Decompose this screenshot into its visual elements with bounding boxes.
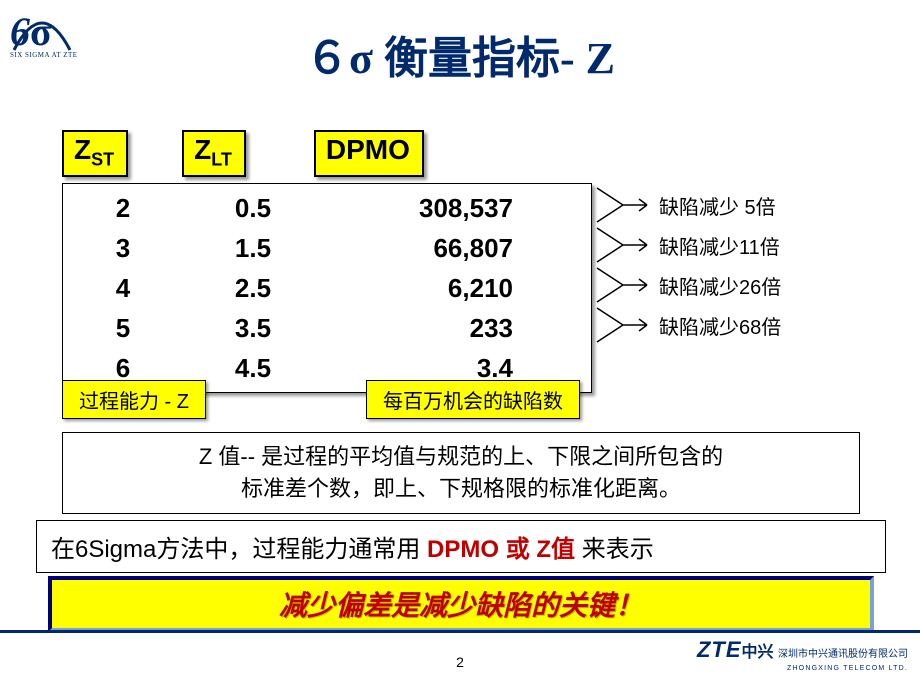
caption-left: 过程能力 - Z [62, 380, 206, 419]
cell-zst: 3 [63, 228, 183, 268]
table-row: 3 1.5 66,807 [63, 228, 591, 268]
zte-en: ZHONGXING TELECOM LTD. [697, 662, 908, 676]
header-zst-sub: ST [91, 150, 114, 170]
annotation-row: 缺陷减少68倍 [595, 305, 781, 345]
cell-zst: 5 [63, 308, 183, 348]
annotation-label: 缺陷减少26倍 [655, 271, 781, 300]
header-zlt: ZLT [182, 130, 246, 177]
key-point-text: 减少偏差是减少缺陷的关键！ [279, 591, 643, 622]
sigma-table: ZST ZLT DPMO 2 0.5 308,537 3 1.5 66,807 … [62, 130, 592, 393]
bracket-arrow-icon [595, 225, 655, 265]
bracket-arrow-icon [595, 185, 655, 225]
annotation-row: 缺陷减少11倍 [595, 225, 781, 265]
cell-zlt: 1.5 [183, 228, 323, 268]
table-data-box: 2 0.5 308,537 3 1.5 66,807 4 2.5 6,210 5… [62, 183, 592, 393]
key-point-box: 减少偏差是减少缺陷的关键！ [48, 576, 874, 632]
definition-line1: Z 值-- 是过程的平均值与规范的上、下限之间所包含的 [73, 441, 849, 473]
caption-row: 过程能力 - Z 每百万机会的缺陷数 [62, 380, 580, 419]
footer-line [0, 630, 920, 633]
cell-dpmo: 66,807 [323, 228, 583, 268]
cell-zst: 2 [63, 188, 183, 228]
cell-zlt: 2.5 [183, 268, 323, 308]
annotation-label: 缺陷减少68倍 [655, 311, 781, 340]
usage-pre: 在6Sigma方法中，过程能力通常用 [51, 536, 427, 563]
slide: 6σ SIX SIGMA AT ZTE ６σ 衡量指标- Z ZST ZLT D… [0, 0, 920, 690]
definition-box: Z 值-- 是过程的平均值与规范的上、下限之间所包含的 标准差个数，即上、下规格… [62, 432, 860, 514]
cell-zlt: 0.5 [183, 188, 323, 228]
caption-right: 每百万机会的缺陷数 [366, 380, 580, 419]
page-title: ６σ 衡量指标- Z [0, 22, 920, 86]
annotations: 缺陷减少 5倍 缺陷减少11倍 缺陷减少26倍 缺陷减少68倍 [595, 185, 781, 345]
header-dpmo: DPMO [314, 130, 424, 177]
bracket-arrow-icon [595, 305, 655, 345]
usage-red: DPMO 或 Z值 [427, 536, 575, 563]
zte-logo-text: ZTE [697, 637, 742, 662]
table-header-row: ZST ZLT DPMO [62, 130, 592, 177]
header-zlt-sub: LT [211, 150, 232, 170]
zte-company: 深圳市中兴通讯股份有限公司 [778, 649, 908, 660]
cell-dpmo: 308,537 [323, 188, 583, 228]
bracket-arrow-icon [595, 265, 655, 305]
table-row: 5 3.5 233 [63, 308, 591, 348]
header-zst: ZST [62, 130, 128, 177]
usage-box: 在6Sigma方法中，过程能力通常用 DPMO 或 Z值 来表示 [36, 520, 886, 573]
annotation-row: 缺陷减少26倍 [595, 265, 781, 305]
annotation-label: 缺陷减少 5倍 [655, 191, 776, 220]
table-row: 2 0.5 308,537 [63, 188, 591, 228]
zte-logo-block: ZTE中兴 深圳市中兴通讯股份有限公司 ZHONGXING TELECOM LT… [697, 643, 908, 676]
annotation-label: 缺陷减少11倍 [655, 231, 780, 260]
definition-line2: 标准差个数，即上、下规格限的标准化距离。 [73, 473, 849, 505]
cell-dpmo: 6,210 [323, 268, 583, 308]
annotation-row: 缺陷减少 5倍 [595, 185, 781, 225]
usage-post: 来表示 [575, 536, 654, 563]
table-row: 4 2.5 6,210 [63, 268, 591, 308]
cell-zst: 4 [63, 268, 183, 308]
header-zst-main: Z [74, 134, 91, 165]
cell-dpmo: 233 [323, 308, 583, 348]
cell-zlt: 3.5 [183, 308, 323, 348]
zte-cn: 中兴 [742, 644, 774, 661]
header-zlt-main: Z [194, 134, 211, 165]
